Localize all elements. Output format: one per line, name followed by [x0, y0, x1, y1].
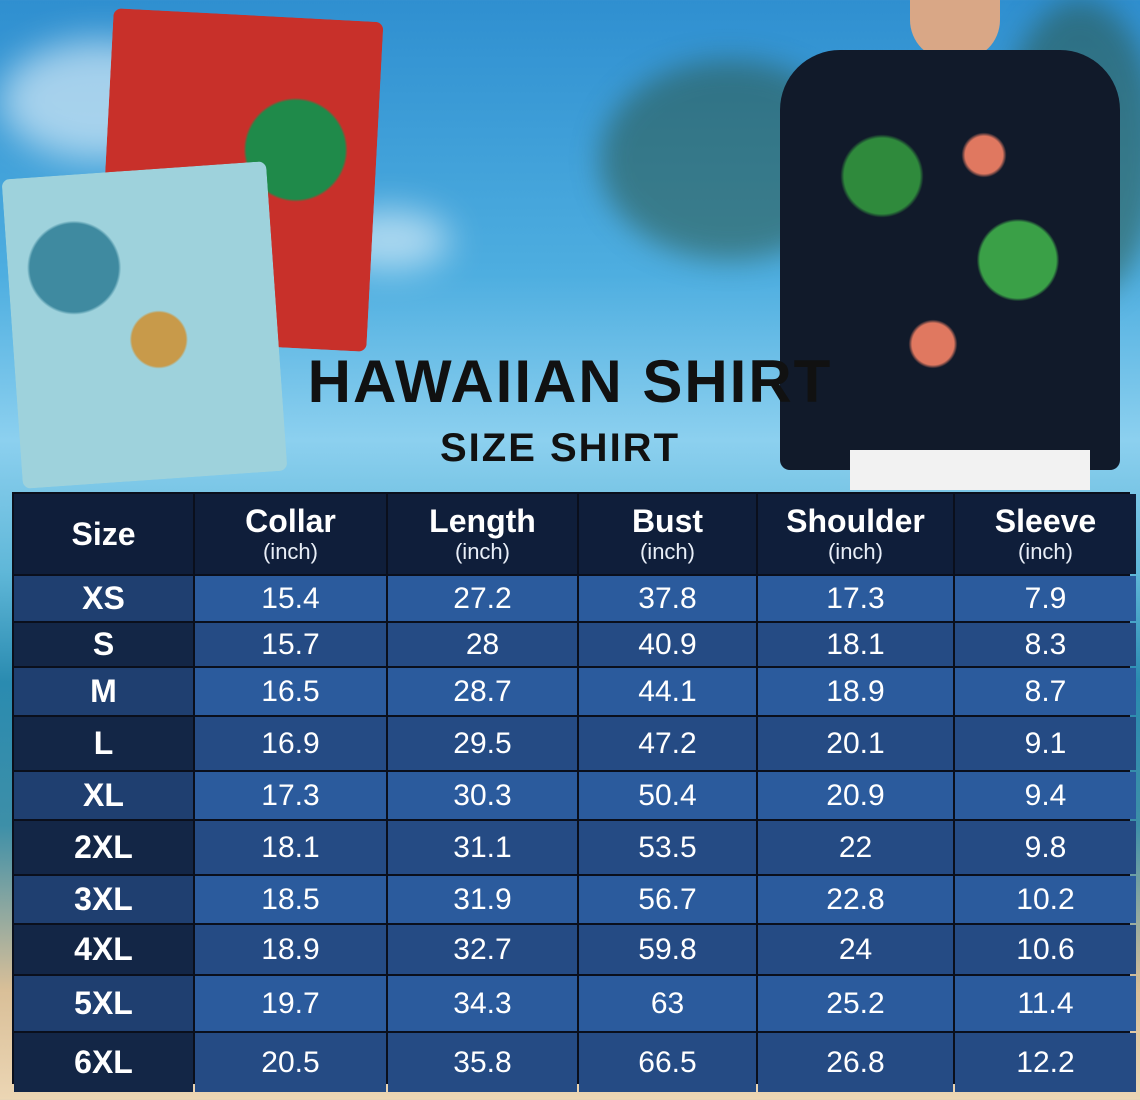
column-header-shoulder: Shoulder (inch)	[758, 494, 953, 574]
measurement-cell: 31.9	[388, 876, 577, 923]
header-label: Shoulder	[786, 503, 925, 539]
measurement-cell: 29.5	[388, 717, 577, 770]
title: HAWAIIAN SHIRT	[307, 348, 833, 415]
measurement-cell: 53.5	[579, 821, 756, 874]
measurement-cell: 16.5	[195, 668, 386, 715]
measurement-cell: 18.5	[195, 876, 386, 923]
header-label: Bust	[631, 503, 704, 539]
measurement-cell: 26.8	[758, 1033, 953, 1092]
measurement-cell: 32.7	[388, 925, 577, 974]
measurement-cell: 10.2	[955, 876, 1136, 923]
header-label: Length	[429, 503, 536, 539]
column-header-collar: Collar (inch)	[195, 494, 386, 574]
size-label: S	[14, 623, 193, 666]
size-label: L	[14, 717, 193, 770]
header-unit: (inch)	[262, 539, 318, 564]
measurement-cell: 40.9	[579, 623, 756, 666]
measurement-cell: 37.8	[579, 576, 756, 621]
header-unit: (inch)	[1017, 539, 1073, 564]
column-header-length: Length (inch)	[388, 494, 577, 574]
measurement-cell: 17.3	[195, 772, 386, 819]
measurement-cell: 8.3	[955, 623, 1136, 666]
measurement-cell: 9.4	[955, 772, 1136, 819]
measurement-cell: 30.3	[388, 772, 577, 819]
size-chart-table: Size Collar (inch) Length (inch) Bust (inch) Sh…	[12, 492, 1136, 1092]
size-label: 3XL	[14, 876, 193, 923]
size-label: XS	[14, 576, 193, 621]
measurement-cell: 63	[579, 976, 756, 1031]
measurement-cell: 11.4	[955, 976, 1136, 1031]
size-label: XL	[14, 772, 193, 819]
column-header-size: Size	[14, 494, 193, 574]
column-header-sleeve: Sleeve (inch)	[955, 494, 1136, 574]
measurement-cell: 66.5	[579, 1033, 756, 1092]
measurement-cell: 9.8	[955, 821, 1136, 874]
header-label: Size	[71, 516, 136, 552]
column-header-bust: Bust (inch)	[579, 494, 756, 574]
header-label: Sleeve	[994, 503, 1097, 539]
header-unit: (inch)	[454, 539, 510, 564]
size-label: 5XL	[14, 976, 193, 1031]
measurement-cell: 44.1	[579, 668, 756, 715]
size-label: M	[14, 668, 193, 715]
measurement-cell: 18.1	[195, 821, 386, 874]
measurement-cell: 15.4	[195, 576, 386, 621]
measurement-cell: 24	[758, 925, 953, 974]
size-label: 4XL	[14, 925, 193, 974]
measurement-cell: 18.9	[758, 668, 953, 715]
measurement-cell: 16.9	[195, 717, 386, 770]
measurement-cell: 10.6	[955, 925, 1136, 974]
measurement-cell: 25.2	[758, 976, 953, 1031]
measurement-cell: 18.1	[758, 623, 953, 666]
measurement-cell: 31.1	[388, 821, 577, 874]
measurement-cell: 12.2	[955, 1033, 1136, 1092]
measurement-cell: 15.7	[195, 623, 386, 666]
measurement-cell: 35.8	[388, 1033, 577, 1092]
subtitle: SIZE SHIRT	[439, 426, 681, 470]
measurement-cell: 50.4	[579, 772, 756, 819]
measurement-cell: 9.1	[955, 717, 1136, 770]
header-unit: (inch)	[639, 539, 695, 564]
model-in-flamingo-shirt-image	[760, 0, 1130, 490]
measurement-cell: 27.2	[388, 576, 577, 621]
header-unit: (inch)	[827, 539, 883, 564]
measurement-cell: 22	[758, 821, 953, 874]
measurement-cell: 56.7	[579, 876, 756, 923]
measurement-cell: 17.3	[758, 576, 953, 621]
measurement-cell: 20.1	[758, 717, 953, 770]
measurement-cell: 59.8	[579, 925, 756, 974]
measurement-cell: 34.3	[388, 976, 577, 1031]
blue-hawaiian-shirt-image	[1, 161, 288, 489]
measurement-cell: 47.2	[579, 717, 756, 770]
measurement-cell: 22.8	[758, 876, 953, 923]
measurement-cell: 28.7	[388, 668, 577, 715]
size-label: 2XL	[14, 821, 193, 874]
measurement-cell: 7.9	[955, 576, 1136, 621]
measurement-cell: 8.7	[955, 668, 1136, 715]
measurement-cell: 18.9	[195, 925, 386, 974]
measurement-cell: 28	[388, 623, 577, 666]
size-label: 6XL	[14, 1033, 193, 1092]
measurement-cell: 19.7	[195, 976, 386, 1031]
measurement-cell: 20.5	[195, 1033, 386, 1092]
measurement-cell: 20.9	[758, 772, 953, 819]
header-label: Collar	[245, 503, 336, 539]
